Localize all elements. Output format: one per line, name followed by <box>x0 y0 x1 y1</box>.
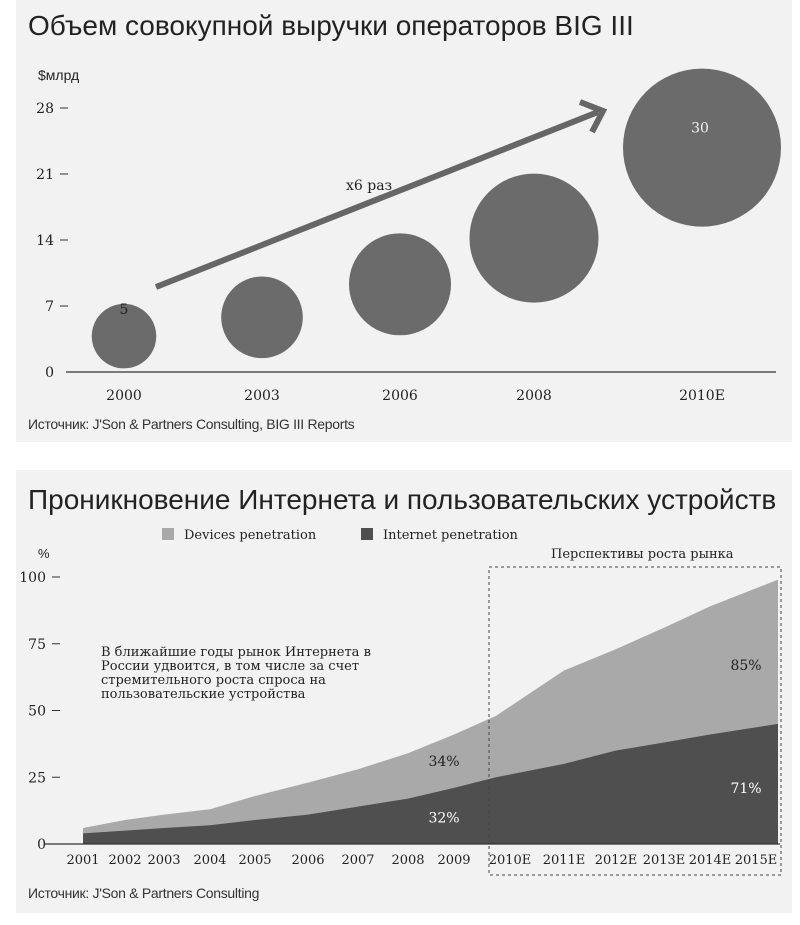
penetration-area-chart: % 0 25 50 75 100 2001 2002 2003 2004 2005 2006 2007 2… <box>19 528 782 876</box>
forecast-highlight-box <box>488 566 782 876</box>
penetration-x-tick-label: 2002 <box>108 853 141 868</box>
revenue-chart-source: Источник: J'Son & Partners Consulting, B… <box>28 416 355 432</box>
penetration-annotation: В ближайшие годы рынок Интернета в Росси… <box>101 645 371 702</box>
revenue-y-axis-label: $млрд <box>38 67 79 83</box>
legend-swatch <box>162 528 174 540</box>
penetration-y-tick-label: 50 <box>28 704 46 720</box>
revenue-x-tick-label: 2010E <box>679 388 725 404</box>
penetration-chart-panel: Проникновение Интернета и пользовательск… <box>16 470 792 913</box>
penetration-x-tick-label: 2009 <box>437 853 470 868</box>
penetration-y-tick-label: 100 <box>19 570 46 586</box>
revenue-bubble-label: 5 <box>120 302 129 318</box>
revenue-y-tick-label: 7 <box>45 299 54 315</box>
penetration-x-tick-label: 2001 <box>66 853 99 868</box>
legend-label: Devices penetration <box>184 528 317 543</box>
revenue-y-tick-label: 14 <box>36 233 54 249</box>
revenue-bubble <box>469 173 599 303</box>
revenue-bubble-label: 30 <box>691 121 709 137</box>
penetration-y-axis-label: % <box>38 546 50 561</box>
revenue-x-tick-label: 2003 <box>244 388 280 404</box>
revenue-chart-panel: Объем совокупной выручки операторов BIG … <box>16 0 792 442</box>
growth-arrow <box>154 109 600 290</box>
growth-annotation: х6 раз <box>346 178 392 194</box>
penetration-x-tick-label: 2014E <box>689 853 732 868</box>
penetration-y-tick-label: 0 <box>37 837 46 853</box>
penetration-x-tick-label: 2013E <box>643 853 686 868</box>
revenue-y-tick-label: 28 <box>36 101 54 117</box>
revenue-x-tick-label: 2000 <box>106 388 142 404</box>
area-internet <box>83 723 778 844</box>
penetration-data-label: 71% <box>730 781 761 797</box>
penetration-x-tick-label: 2006 <box>291 853 324 868</box>
revenue-bubble <box>623 68 781 227</box>
legend-swatch <box>361 528 373 540</box>
penetration-y-tick-label: 75 <box>28 637 46 653</box>
penetration-x-tick-label: 2011E <box>543 853 586 868</box>
penetration-x-tick-label: 2003 <box>147 853 180 868</box>
penetration-x-tick-label: 2005 <box>238 853 271 868</box>
growth-arrow-head <box>578 99 608 134</box>
revenue-bubble <box>349 233 451 336</box>
penetration-x-tick-label: 2012E <box>595 853 638 868</box>
revenue-x-tick-label: 2006 <box>382 388 418 404</box>
revenue-chart-title: Объем совокупной выручки операторов BIG … <box>28 10 634 41</box>
revenue-y-tick-label: 0 <box>45 365 54 381</box>
penetration-x-tick-label: 2004 <box>193 853 226 868</box>
revenue-x-tick-label: 2008 <box>516 388 552 404</box>
penetration-chart-source: Источник: J'Son & Partners Consulting <box>28 885 260 901</box>
penetration-x-tick-label: 2008 <box>391 853 424 868</box>
legend-label: Internet penetration <box>383 528 519 543</box>
penetration-data-label: 34% <box>428 754 459 770</box>
penetration-y-tick-label: 25 <box>28 770 46 786</box>
penetration-data-label: 32% <box>428 810 459 826</box>
revenue-y-tick-label: 21 <box>36 167 54 183</box>
penetration-x-tick-label: 2007 <box>341 853 374 868</box>
penetration-chart-title: Проникновение Интернета и пользовательск… <box>28 484 777 515</box>
penetration-data-label: 85% <box>730 658 761 674</box>
revenue-bubble-chart: $млрд 0 7 14 21 28 2000 2003 2006 2008 2010E 5 30 х6 … <box>36 67 781 404</box>
penetration-x-tick-label: 2010E <box>489 853 532 868</box>
forecast-highlight-label: Перспективы роста рынка <box>551 547 734 562</box>
penetration-x-tick-label: 2015E <box>735 853 778 868</box>
revenue-bubble <box>221 276 303 359</box>
revenue-bubble <box>91 303 157 369</box>
